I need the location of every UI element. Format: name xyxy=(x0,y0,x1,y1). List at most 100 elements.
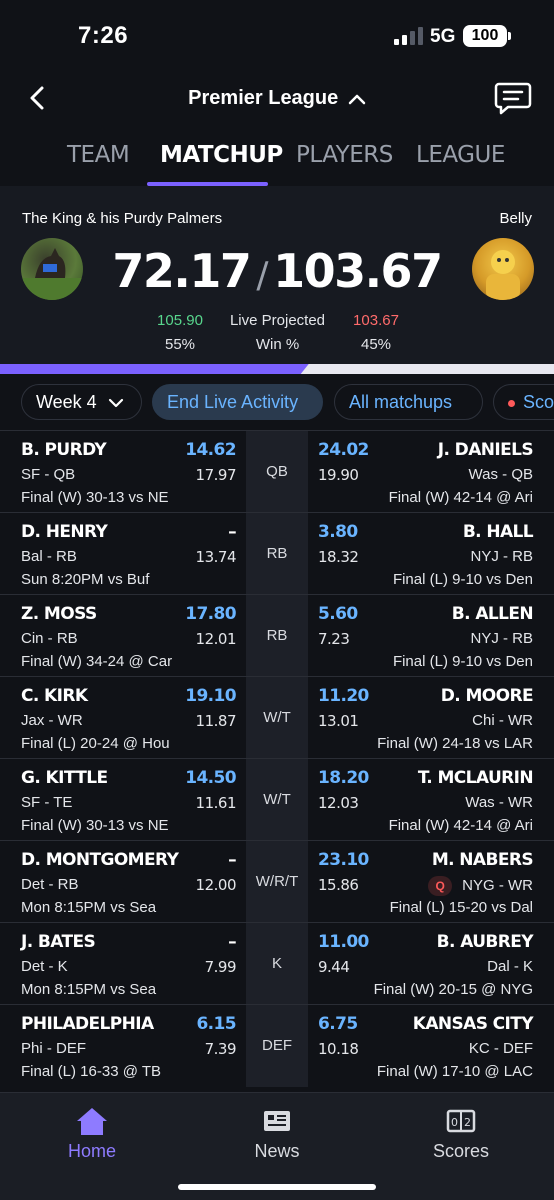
table-row[interactable]: K J. BATES – Det - K 7.99 Mon 8:15PM vs … xyxy=(0,922,554,1005)
table-row[interactable]: QB B. PURDY 14.62 SF - QB 17.97 Final (W… xyxy=(0,430,554,513)
scores-button[interactable]: Scores xyxy=(493,384,554,420)
bottom-nav: Home News 0 2 Scores xyxy=(0,1092,554,1200)
left-player-team-pos: SF - TE xyxy=(21,794,73,811)
league-selector[interactable]: Premier League xyxy=(0,87,554,110)
left-player-points: 6.15 xyxy=(196,1014,236,1034)
tab-matchup[interactable]: MATCHUP xyxy=(160,142,283,168)
clock: 7:26 xyxy=(78,22,129,49)
right-player-name[interactable]: T. MCLAURIN xyxy=(417,768,534,788)
right-player-name[interactable]: J. DANIELS xyxy=(437,440,534,460)
left-player-team-pos: Det - K xyxy=(21,958,68,975)
right-win-pct: 45% xyxy=(360,336,392,353)
projected-label: Live Projected xyxy=(229,312,326,329)
left-player-points: – xyxy=(228,932,236,952)
left-player-name[interactable]: PHILADELPHIA xyxy=(21,1014,154,1034)
all-matchups-button[interactable]: All matchups xyxy=(334,384,483,420)
left-player-team-pos: Bal - RB xyxy=(21,548,77,565)
right-player-points: 18.20 xyxy=(318,768,369,788)
battery-icon: 100 xyxy=(463,25,507,47)
tab-league[interactable]: LEAGUE xyxy=(416,142,505,168)
position-label: RB xyxy=(246,595,308,677)
tab-bar: TEAM MATCHUP PLAYERS LEAGUE xyxy=(0,128,554,186)
scoreboard-digit-zero: 0 xyxy=(451,1116,458,1129)
right-score: 103.67 xyxy=(273,244,443,298)
left-score: 72.17 xyxy=(112,244,252,298)
position-label: W/R/T xyxy=(246,841,308,923)
matchup-score: 72.17/103.67 xyxy=(0,244,554,298)
right-player-game: Final (L) 9-10 vs Den xyxy=(392,571,533,588)
right-player-team-pos: KC - DEF xyxy=(468,1040,533,1057)
signal-icon xyxy=(394,27,423,45)
chat-button[interactable] xyxy=(494,80,532,116)
right-player-name[interactable]: KANSAS CITY xyxy=(412,1014,534,1034)
left-player-projected: 7.99 xyxy=(204,958,237,976)
nav-news[interactable]: News xyxy=(227,1105,327,1162)
nav-header: Premier League xyxy=(0,72,554,126)
left-player-name[interactable]: G. KITTLE xyxy=(21,768,108,788)
right-player-points: 23.10 xyxy=(318,850,369,870)
right-player-name[interactable]: B. ALLEN xyxy=(451,604,534,624)
left-player-projected: 13.74 xyxy=(195,548,237,566)
right-player-name[interactable]: B. AUBREY xyxy=(436,932,534,952)
right-player-projected: 18.32 xyxy=(318,548,359,566)
back-button[interactable] xyxy=(22,82,54,114)
right-player-game: Final (W) 24-18 vs LAR xyxy=(377,735,533,752)
table-row[interactable]: W/R/T D. MONTGOMERY – Det - RB 12.00 Mon… xyxy=(0,840,554,923)
position-label: QB xyxy=(246,431,308,513)
right-player-name[interactable]: D. MOORE xyxy=(440,686,534,706)
week-label: Week 4 xyxy=(36,392,97,412)
table-row[interactable]: RB D. HENRY – Bal - RB 13.74 Sun 8:20PM … xyxy=(0,512,554,595)
tab-team[interactable]: TEAM xyxy=(67,142,130,168)
scoreboard-icon: 0 2 xyxy=(446,1109,476,1133)
right-team-avatar[interactable] xyxy=(472,238,534,300)
left-player-points: – xyxy=(228,522,236,542)
tab-players[interactable]: PLAYERS xyxy=(296,142,393,168)
nav-scores[interactable]: 0 2 Scores xyxy=(411,1105,511,1162)
right-player-points: 11.00 xyxy=(318,932,369,952)
news-icon xyxy=(264,1111,290,1131)
left-player-points: 14.62 xyxy=(185,440,236,460)
position-label: W/T xyxy=(246,677,308,759)
left-player-name[interactable]: D. HENRY xyxy=(21,522,108,542)
left-player-name[interactable]: D. MONTGOMERY xyxy=(21,850,179,870)
left-player-team-pos: Phi - DEF xyxy=(21,1040,87,1057)
end-live-activity-button[interactable]: End Live Activity xyxy=(152,384,323,420)
left-player-points: 19.10 xyxy=(185,686,236,706)
position-label: K xyxy=(246,923,308,1005)
position-label: RB xyxy=(246,513,308,595)
right-player-team-pos: Was - WR xyxy=(465,794,533,811)
left-player-points: 17.80 xyxy=(185,604,236,624)
left-player-name[interactable]: J. BATES xyxy=(21,932,96,952)
right-player-projected: 10.18 xyxy=(318,1040,359,1058)
table-row[interactable]: W/T G. KITTLE 14.50 SF - TE 11.61 Final … xyxy=(0,758,554,841)
table-row[interactable]: RB Z. MOSS 17.80 Cin - RB 12.01 Final (W… xyxy=(0,594,554,677)
right-player-name[interactable]: M. NABERS xyxy=(431,850,534,870)
nav-home[interactable]: Home xyxy=(42,1105,142,1162)
scoreboard: The King & his Purdy Palmers Belly 72.17… xyxy=(0,186,554,364)
left-team-avatar[interactable] xyxy=(21,238,83,300)
network-type: 5G xyxy=(430,26,456,47)
right-player-team-pos: NYJ - RB xyxy=(470,548,533,565)
right-team-name[interactable]: Belly xyxy=(499,210,532,227)
win-probability-bar xyxy=(0,364,554,374)
left-player-name[interactable]: Z. MOSS xyxy=(21,604,97,624)
team-logo-image xyxy=(486,250,520,300)
nav-home-label: Home xyxy=(67,1141,116,1161)
left-team-name[interactable]: The King & his Purdy Palmers xyxy=(22,210,223,227)
left-player-game: Final (L) 16-33 @ TB xyxy=(21,1063,162,1080)
week-selector[interactable]: Week 4 xyxy=(21,384,142,420)
right-player-team-pos: Was - QB xyxy=(468,466,533,483)
left-player-name[interactable]: C. KIRK xyxy=(21,686,88,706)
left-player-team-pos: Jax - WR xyxy=(21,712,83,729)
table-row[interactable]: DEF PHILADELPHIA 6.15 Phi - DEF 7.39 Fin… xyxy=(0,1004,554,1087)
left-player-name[interactable]: B. PURDY xyxy=(21,440,107,460)
team-logo-image xyxy=(21,248,83,300)
left-player-projected: 17.97 xyxy=(195,466,237,484)
right-player-name[interactable]: B. HALL xyxy=(462,522,534,542)
right-player-projected: 12.03 xyxy=(318,794,359,812)
chevron-up-icon xyxy=(348,94,366,104)
right-player-game: Final (L) 9-10 vs Den xyxy=(392,653,533,670)
right-player-team-pos: Q NYG - WR xyxy=(428,876,533,896)
table-row[interactable]: W/T C. KIRK 19.10 Jax - WR 11.87 Final (… xyxy=(0,676,554,759)
right-player-points: 3.80 xyxy=(318,522,358,542)
